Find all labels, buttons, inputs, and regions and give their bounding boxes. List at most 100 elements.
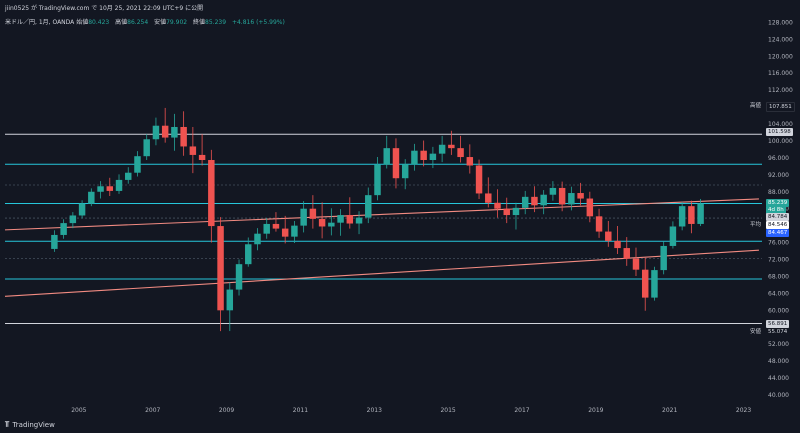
candle-body xyxy=(291,225,298,237)
level-84784-tag: 84.784 xyxy=(766,213,790,221)
low-value: 79.902 xyxy=(166,19,188,26)
candle-body xyxy=(300,208,307,226)
level-101-tag: 101.598 xyxy=(766,128,793,136)
level-56-tag: 56.891 xyxy=(766,320,790,328)
candle-body xyxy=(512,207,520,216)
candle-body xyxy=(438,144,446,154)
close-label: 終値 xyxy=(193,19,206,26)
candle-body xyxy=(678,206,686,227)
candle-body xyxy=(623,248,630,259)
countdown-tag: 4d 8h xyxy=(766,206,786,214)
tradingview-logo-icon: ⫪ xyxy=(5,420,10,429)
candle-body xyxy=(540,194,547,206)
candle-body xyxy=(281,228,289,237)
candle-body xyxy=(614,240,621,249)
candle-body xyxy=(88,191,95,204)
price-tick-label: 92.000 xyxy=(768,172,789,179)
candle-body xyxy=(272,223,280,229)
candle-body xyxy=(411,150,418,165)
candle-body xyxy=(383,148,390,165)
candle-body xyxy=(374,164,381,196)
candle-body xyxy=(78,203,86,216)
candle-body xyxy=(466,157,474,166)
price-tick-label: 100.000 xyxy=(768,138,793,145)
candle-body xyxy=(568,193,575,205)
candle-body xyxy=(457,148,464,158)
price-tick-label: 60.000 xyxy=(768,307,789,314)
price-tick-label: 48.000 xyxy=(768,358,789,365)
high-tag-label: 高値 xyxy=(748,102,764,110)
candle-body xyxy=(171,126,178,138)
candle-body xyxy=(217,226,224,311)
time-tick-label: 2023 xyxy=(736,407,751,414)
brand-label: TradingView xyxy=(12,421,55,429)
candle-body xyxy=(697,203,704,224)
candle-body xyxy=(60,223,67,235)
candle-body xyxy=(531,196,538,206)
price-tick-label: 96.000 xyxy=(768,155,789,162)
candle-body xyxy=(558,187,566,205)
time-tick-label: 2017 xyxy=(514,407,529,414)
candle-body xyxy=(475,165,483,194)
level-84467-tag: 84.467 xyxy=(766,229,790,237)
candle-body xyxy=(651,270,658,298)
candle-body xyxy=(632,258,640,270)
candle-body xyxy=(51,234,58,249)
candle-body xyxy=(245,244,252,265)
candle-body xyxy=(605,231,612,241)
price-tick-label: 44.000 xyxy=(768,375,789,382)
candle-body xyxy=(401,164,409,179)
candle-body xyxy=(134,156,141,173)
candle-body xyxy=(577,193,584,199)
candle-body xyxy=(235,264,243,290)
price-tick-label: 52.000 xyxy=(768,341,789,348)
candle-body xyxy=(152,125,160,140)
candle-body xyxy=(69,215,77,224)
high-label: 高値 xyxy=(115,19,128,26)
low-tag-label: 安値 xyxy=(750,329,762,335)
candle-body xyxy=(226,289,234,311)
candle-body xyxy=(485,193,492,203)
candle-body xyxy=(355,217,363,224)
candle-body xyxy=(503,208,510,216)
candle-body xyxy=(365,195,372,218)
tradingview-logo[interactable]: ⫪ TradingView xyxy=(5,420,55,430)
candle-body xyxy=(254,233,261,245)
time-tick-label: 2011 xyxy=(293,407,308,414)
candle-body xyxy=(198,154,206,161)
candle-body xyxy=(143,139,150,157)
candle-body xyxy=(115,179,123,191)
price-tick-label: 72.000 xyxy=(768,257,789,264)
trend-line xyxy=(4,198,759,231)
price-tick-label: 68.000 xyxy=(768,273,789,280)
candle-body xyxy=(494,202,501,209)
candle-body xyxy=(586,198,594,217)
time-tick-label: 2015 xyxy=(440,407,455,414)
price-tick-label: 128.000 xyxy=(768,19,793,26)
candle-body xyxy=(346,215,354,224)
candle-body xyxy=(263,223,270,234)
price-tick-label: 104.000 xyxy=(768,121,793,128)
candle-body xyxy=(337,215,344,223)
candle-body xyxy=(420,150,427,161)
candle-body xyxy=(549,187,557,195)
price-tick-label: 112.000 xyxy=(768,87,793,94)
candle-body xyxy=(106,186,114,191)
price-tick-label: 120.000 xyxy=(768,53,793,60)
high-tag-value: 107.851 xyxy=(766,102,795,112)
symbol-label: 米ドル／円, 1月, OANDA xyxy=(5,19,75,26)
candle-body xyxy=(392,148,400,179)
candle-body xyxy=(595,216,603,232)
close-value: 85.239 xyxy=(205,19,227,26)
candle-body xyxy=(448,144,455,149)
trend-line xyxy=(4,249,759,297)
low-label: 安値 xyxy=(154,19,167,26)
price-tick-label: 124.000 xyxy=(768,36,793,43)
price-tick-label: 64.000 xyxy=(768,290,789,297)
change-value: +4.816 (+5.99%) xyxy=(231,19,285,26)
time-tick-label: 2009 xyxy=(219,407,234,414)
candle-body xyxy=(429,153,437,161)
publish-info: jiin0525 が TradingView.com で 10月 25, 202… xyxy=(5,5,204,12)
